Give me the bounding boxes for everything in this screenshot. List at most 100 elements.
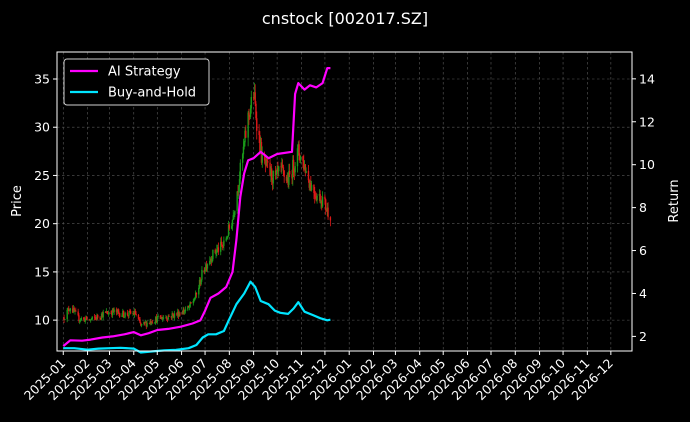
candle-body (182, 309, 184, 315)
candle-body (227, 224, 230, 237)
candle-body (249, 115, 251, 117)
candle-body (190, 302, 192, 304)
candle-body (74, 310, 76, 312)
candle-body (77, 311, 79, 316)
candle-body (281, 164, 283, 167)
candle-body (82, 317, 85, 319)
candle-body (157, 315, 159, 317)
candle-body (93, 316, 96, 318)
candle-body (194, 298, 196, 301)
candle-body (173, 313, 176, 318)
candle-body (294, 166, 296, 173)
legend: AI Strategy Buy-and-Hold (63, 58, 210, 106)
candle-body (252, 97, 255, 98)
candle-body (275, 171, 278, 175)
candle-body (138, 318, 140, 320)
candle-body (144, 321, 146, 323)
candle-body (90, 319, 93, 320)
candle-body (292, 159, 295, 172)
candle-body (72, 308, 75, 313)
candle-body (68, 308, 70, 312)
candle-body (79, 319, 82, 321)
candle-body (255, 103, 257, 119)
candle-body (100, 313, 103, 319)
candle-body (233, 214, 235, 216)
candle-body (277, 166, 280, 172)
candle-body (148, 322, 151, 324)
candle-body (299, 156, 302, 161)
candle-body (327, 207, 329, 218)
candle-body (173, 314, 175, 318)
candle-body (237, 191, 239, 193)
candle-body (155, 317, 158, 323)
candle-body (264, 160, 267, 166)
candle-body (274, 170, 277, 175)
candle-body (176, 311, 179, 315)
candle-body (318, 194, 321, 196)
candle-body (310, 182, 312, 191)
candle-body (171, 313, 173, 318)
candle-body (221, 244, 223, 246)
candle-body (243, 142, 245, 147)
candle-body (118, 311, 120, 314)
candle-body (168, 316, 170, 317)
candle-body (89, 319, 92, 321)
candle-body (122, 310, 125, 318)
candle-body (85, 316, 87, 319)
candle-body (189, 302, 191, 307)
candle-body (96, 315, 98, 320)
candle-body (107, 313, 109, 315)
candle-body (195, 292, 198, 295)
candle-body (297, 144, 299, 149)
y2-tick-label: 6 (639, 243, 647, 258)
candle-body (314, 196, 317, 198)
candle-body (277, 167, 279, 172)
candle-body (214, 249, 216, 254)
candle-body (178, 313, 180, 317)
candle-body (172, 313, 174, 315)
candle-body (160, 317, 162, 319)
candle-body (162, 317, 165, 319)
candle-body (226, 237, 228, 239)
series-line-buy-and-hold (63, 280, 331, 354)
candle-body (270, 168, 272, 175)
candle-body (305, 170, 307, 173)
candle-body (283, 170, 285, 177)
candle-body (73, 308, 75, 312)
candle-body (282, 167, 285, 171)
candle-body (143, 321, 145, 325)
candle-body (313, 184, 315, 194)
candle-body (236, 191, 238, 211)
candle-body (210, 258, 213, 262)
candle-body (238, 178, 241, 187)
chart-title: cnstock [002017.SZ] (262, 9, 428, 28)
candle-body (231, 219, 234, 227)
candle-body (154, 322, 156, 324)
candle-body (256, 118, 258, 131)
candle-body (249, 108, 252, 117)
candle-body (223, 240, 225, 246)
candle-body (132, 313, 134, 314)
candle-body (325, 209, 328, 211)
candle-body (71, 308, 74, 313)
candle-body (263, 153, 266, 161)
candle-body (276, 167, 278, 172)
candle-body (75, 310, 77, 312)
candle-body (259, 135, 261, 152)
candle-body (286, 177, 289, 181)
y-tick-label: 10 (34, 313, 50, 328)
candle-body (135, 314, 137, 315)
candle-body (112, 308, 115, 312)
candle-body (68, 310, 71, 312)
candle-body (117, 309, 119, 312)
candle-body (239, 162, 242, 179)
candle-body (86, 316, 88, 320)
candle-body (126, 312, 129, 316)
candle-body (104, 312, 107, 313)
candle-body (84, 318, 86, 322)
candle-body (111, 313, 113, 316)
y2-tick-label: 8 (639, 200, 647, 215)
candle-body (227, 236, 229, 238)
candle-body (287, 177, 289, 185)
candle-body (111, 308, 114, 316)
